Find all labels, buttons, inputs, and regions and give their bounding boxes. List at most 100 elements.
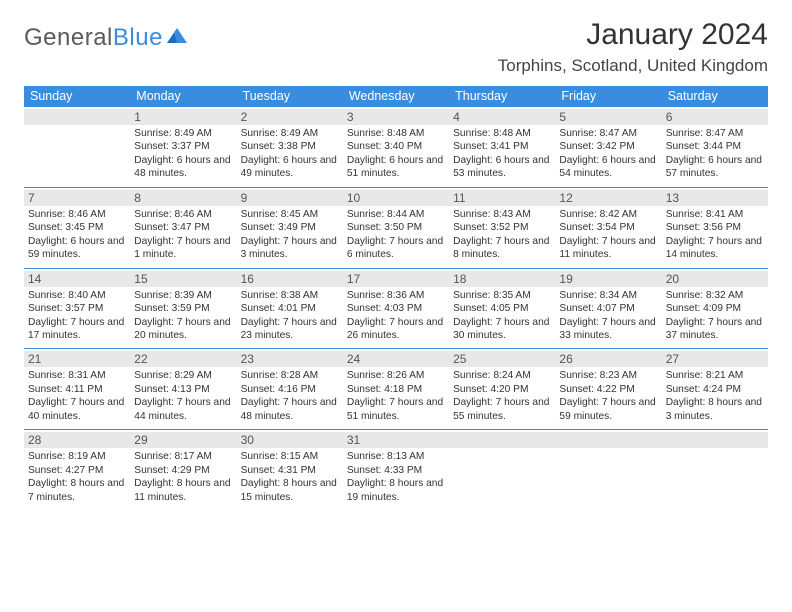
calendar-cell: 7Sunrise: 8:46 AMSunset: 3:45 PMDaylight… xyxy=(24,187,130,268)
calendar-cell: 27Sunrise: 8:21 AMSunset: 4:24 PMDayligh… xyxy=(662,349,768,430)
sunset-text: Sunset: 4:22 PM xyxy=(559,383,657,396)
logo-text: GeneralBlue xyxy=(24,24,163,52)
sunrise-text: Sunrise: 8:13 AM xyxy=(347,450,445,463)
daylight-text: Daylight: 7 hours and 17 minutes. xyxy=(28,316,126,343)
calendar-cell: 10Sunrise: 8:44 AMSunset: 3:50 PMDayligh… xyxy=(343,187,449,268)
sunset-text: Sunset: 3:45 PM xyxy=(28,221,126,234)
daylight-text: Daylight: 7 hours and 30 minutes. xyxy=(453,316,551,343)
day-number: 20 xyxy=(662,271,768,287)
day: 26Sunrise: 8:23 AMSunset: 4:22 PMDayligh… xyxy=(555,349,661,429)
weekday-header: Thursday xyxy=(449,86,555,107)
day-number: 9 xyxy=(237,190,343,206)
calendar-cell: 17Sunrise: 8:36 AMSunset: 4:03 PMDayligh… xyxy=(343,268,449,349)
calendar-cell xyxy=(24,107,130,188)
daylight-text: Daylight: 7 hours and 11 minutes. xyxy=(559,235,657,262)
sunrise-text: Sunrise: 8:19 AM xyxy=(28,450,126,463)
weekday-header: Tuesday xyxy=(237,86,343,107)
sunrise-text: Sunrise: 8:32 AM xyxy=(666,289,764,302)
day: 11Sunrise: 8:43 AMSunset: 3:52 PMDayligh… xyxy=(449,188,555,268)
sunrise-text: Sunrise: 8:31 AM xyxy=(28,369,126,382)
day-number: 16 xyxy=(237,271,343,287)
calendar-cell: 31Sunrise: 8:13 AMSunset: 4:33 PMDayligh… xyxy=(343,430,449,510)
day: 1Sunrise: 8:49 AMSunset: 3:37 PMDaylight… xyxy=(130,107,236,187)
day-number: 29 xyxy=(130,432,236,448)
sunrise-text: Sunrise: 8:46 AM xyxy=(134,208,232,221)
sunrise-text: Sunrise: 8:26 AM xyxy=(347,369,445,382)
daylight-text: Daylight: 7 hours and 33 minutes. xyxy=(559,316,657,343)
day: 2Sunrise: 8:49 AMSunset: 3:38 PMDaylight… xyxy=(237,107,343,187)
day-number xyxy=(555,432,661,448)
logo-mark-icon xyxy=(166,26,188,49)
calendar-cell: 19Sunrise: 8:34 AMSunset: 4:07 PMDayligh… xyxy=(555,268,661,349)
day: 24Sunrise: 8:26 AMSunset: 4:18 PMDayligh… xyxy=(343,349,449,429)
calendar-cell xyxy=(449,430,555,510)
daylight-text: Daylight: 7 hours and 23 minutes. xyxy=(241,316,339,343)
day-number: 24 xyxy=(343,351,449,367)
day: 22Sunrise: 8:29 AMSunset: 4:13 PMDayligh… xyxy=(130,349,236,429)
day: 19Sunrise: 8:34 AMSunset: 4:07 PMDayligh… xyxy=(555,269,661,349)
sunset-text: Sunset: 4:16 PM xyxy=(241,383,339,396)
calendar-cell: 14Sunrise: 8:40 AMSunset: 3:57 PMDayligh… xyxy=(24,268,130,349)
calendar-cell: 18Sunrise: 8:35 AMSunset: 4:05 PMDayligh… xyxy=(449,268,555,349)
day: 17Sunrise: 8:36 AMSunset: 4:03 PMDayligh… xyxy=(343,269,449,349)
calendar-week-row: 1Sunrise: 8:49 AMSunset: 3:37 PMDaylight… xyxy=(24,107,768,188)
sunset-text: Sunset: 4:01 PM xyxy=(241,302,339,315)
calendar-cell: 3Sunrise: 8:48 AMSunset: 3:40 PMDaylight… xyxy=(343,107,449,188)
day xyxy=(449,430,555,508)
sunrise-text: Sunrise: 8:42 AM xyxy=(559,208,657,221)
sunset-text: Sunset: 4:33 PM xyxy=(347,464,445,477)
calendar-cell: 6Sunrise: 8:47 AMSunset: 3:44 PMDaylight… xyxy=(662,107,768,188)
title-block: January 2024 Torphins, Scotland, United … xyxy=(498,18,768,76)
calendar-cell: 26Sunrise: 8:23 AMSunset: 4:22 PMDayligh… xyxy=(555,349,661,430)
calendar-cell: 24Sunrise: 8:26 AMSunset: 4:18 PMDayligh… xyxy=(343,349,449,430)
day-number: 19 xyxy=(555,271,661,287)
calendar-cell: 5Sunrise: 8:47 AMSunset: 3:42 PMDaylight… xyxy=(555,107,661,188)
day-number: 17 xyxy=(343,271,449,287)
day: 18Sunrise: 8:35 AMSunset: 4:05 PMDayligh… xyxy=(449,269,555,349)
day-number: 6 xyxy=(662,109,768,125)
day-number: 30 xyxy=(237,432,343,448)
weekday-header: Friday xyxy=(555,86,661,107)
sunrise-text: Sunrise: 8:39 AM xyxy=(134,289,232,302)
location: Torphins, Scotland, United Kingdom xyxy=(498,56,768,76)
day-number: 4 xyxy=(449,109,555,125)
logo-word2: Blue xyxy=(113,24,163,51)
sunrise-text: Sunrise: 8:17 AM xyxy=(134,450,232,463)
daylight-text: Daylight: 6 hours and 51 minutes. xyxy=(347,154,445,181)
day: 6Sunrise: 8:47 AMSunset: 3:44 PMDaylight… xyxy=(662,107,768,187)
day: 28Sunrise: 8:19 AMSunset: 4:27 PMDayligh… xyxy=(24,430,130,510)
day-number xyxy=(24,109,130,125)
calendar-cell xyxy=(555,430,661,510)
daylight-text: Daylight: 8 hours and 7 minutes. xyxy=(28,477,126,504)
day-number: 18 xyxy=(449,271,555,287)
sunset-text: Sunset: 3:37 PM xyxy=(134,140,232,153)
day: 23Sunrise: 8:28 AMSunset: 4:16 PMDayligh… xyxy=(237,349,343,429)
calendar-cell: 21Sunrise: 8:31 AMSunset: 4:11 PMDayligh… xyxy=(24,349,130,430)
daylight-text: Daylight: 7 hours and 48 minutes. xyxy=(241,396,339,423)
sunrise-text: Sunrise: 8:23 AM xyxy=(559,369,657,382)
sunset-text: Sunset: 4:24 PM xyxy=(666,383,764,396)
calendar-cell: 1Sunrise: 8:49 AMSunset: 3:37 PMDaylight… xyxy=(130,107,236,188)
sunrise-text: Sunrise: 8:45 AM xyxy=(241,208,339,221)
day-number: 26 xyxy=(555,351,661,367)
calendar-cell: 2Sunrise: 8:49 AMSunset: 3:38 PMDaylight… xyxy=(237,107,343,188)
day: 4Sunrise: 8:48 AMSunset: 3:41 PMDaylight… xyxy=(449,107,555,187)
calendar-cell: 29Sunrise: 8:17 AMSunset: 4:29 PMDayligh… xyxy=(130,430,236,510)
logo-word1: General xyxy=(24,24,113,51)
logo: GeneralBlue xyxy=(24,24,188,52)
daylight-text: Daylight: 7 hours and 37 minutes. xyxy=(666,316,764,343)
daylight-text: Daylight: 6 hours and 59 minutes. xyxy=(28,235,126,262)
sunset-text: Sunset: 3:47 PM xyxy=(134,221,232,234)
day-number xyxy=(449,432,555,448)
day: 8Sunrise: 8:46 AMSunset: 3:47 PMDaylight… xyxy=(130,188,236,268)
day-number: 12 xyxy=(555,190,661,206)
sunset-text: Sunset: 3:56 PM xyxy=(666,221,764,234)
calendar-table: SundayMondayTuesdayWednesdayThursdayFrid… xyxy=(24,86,768,510)
day-number xyxy=(662,432,768,448)
daylight-text: Daylight: 6 hours and 53 minutes. xyxy=(453,154,551,181)
sunset-text: Sunset: 3:41 PM xyxy=(453,140,551,153)
page-title: January 2024 xyxy=(498,18,768,52)
calendar-cell xyxy=(662,430,768,510)
sunset-text: Sunset: 4:31 PM xyxy=(241,464,339,477)
sunrise-text: Sunrise: 8:41 AM xyxy=(666,208,764,221)
